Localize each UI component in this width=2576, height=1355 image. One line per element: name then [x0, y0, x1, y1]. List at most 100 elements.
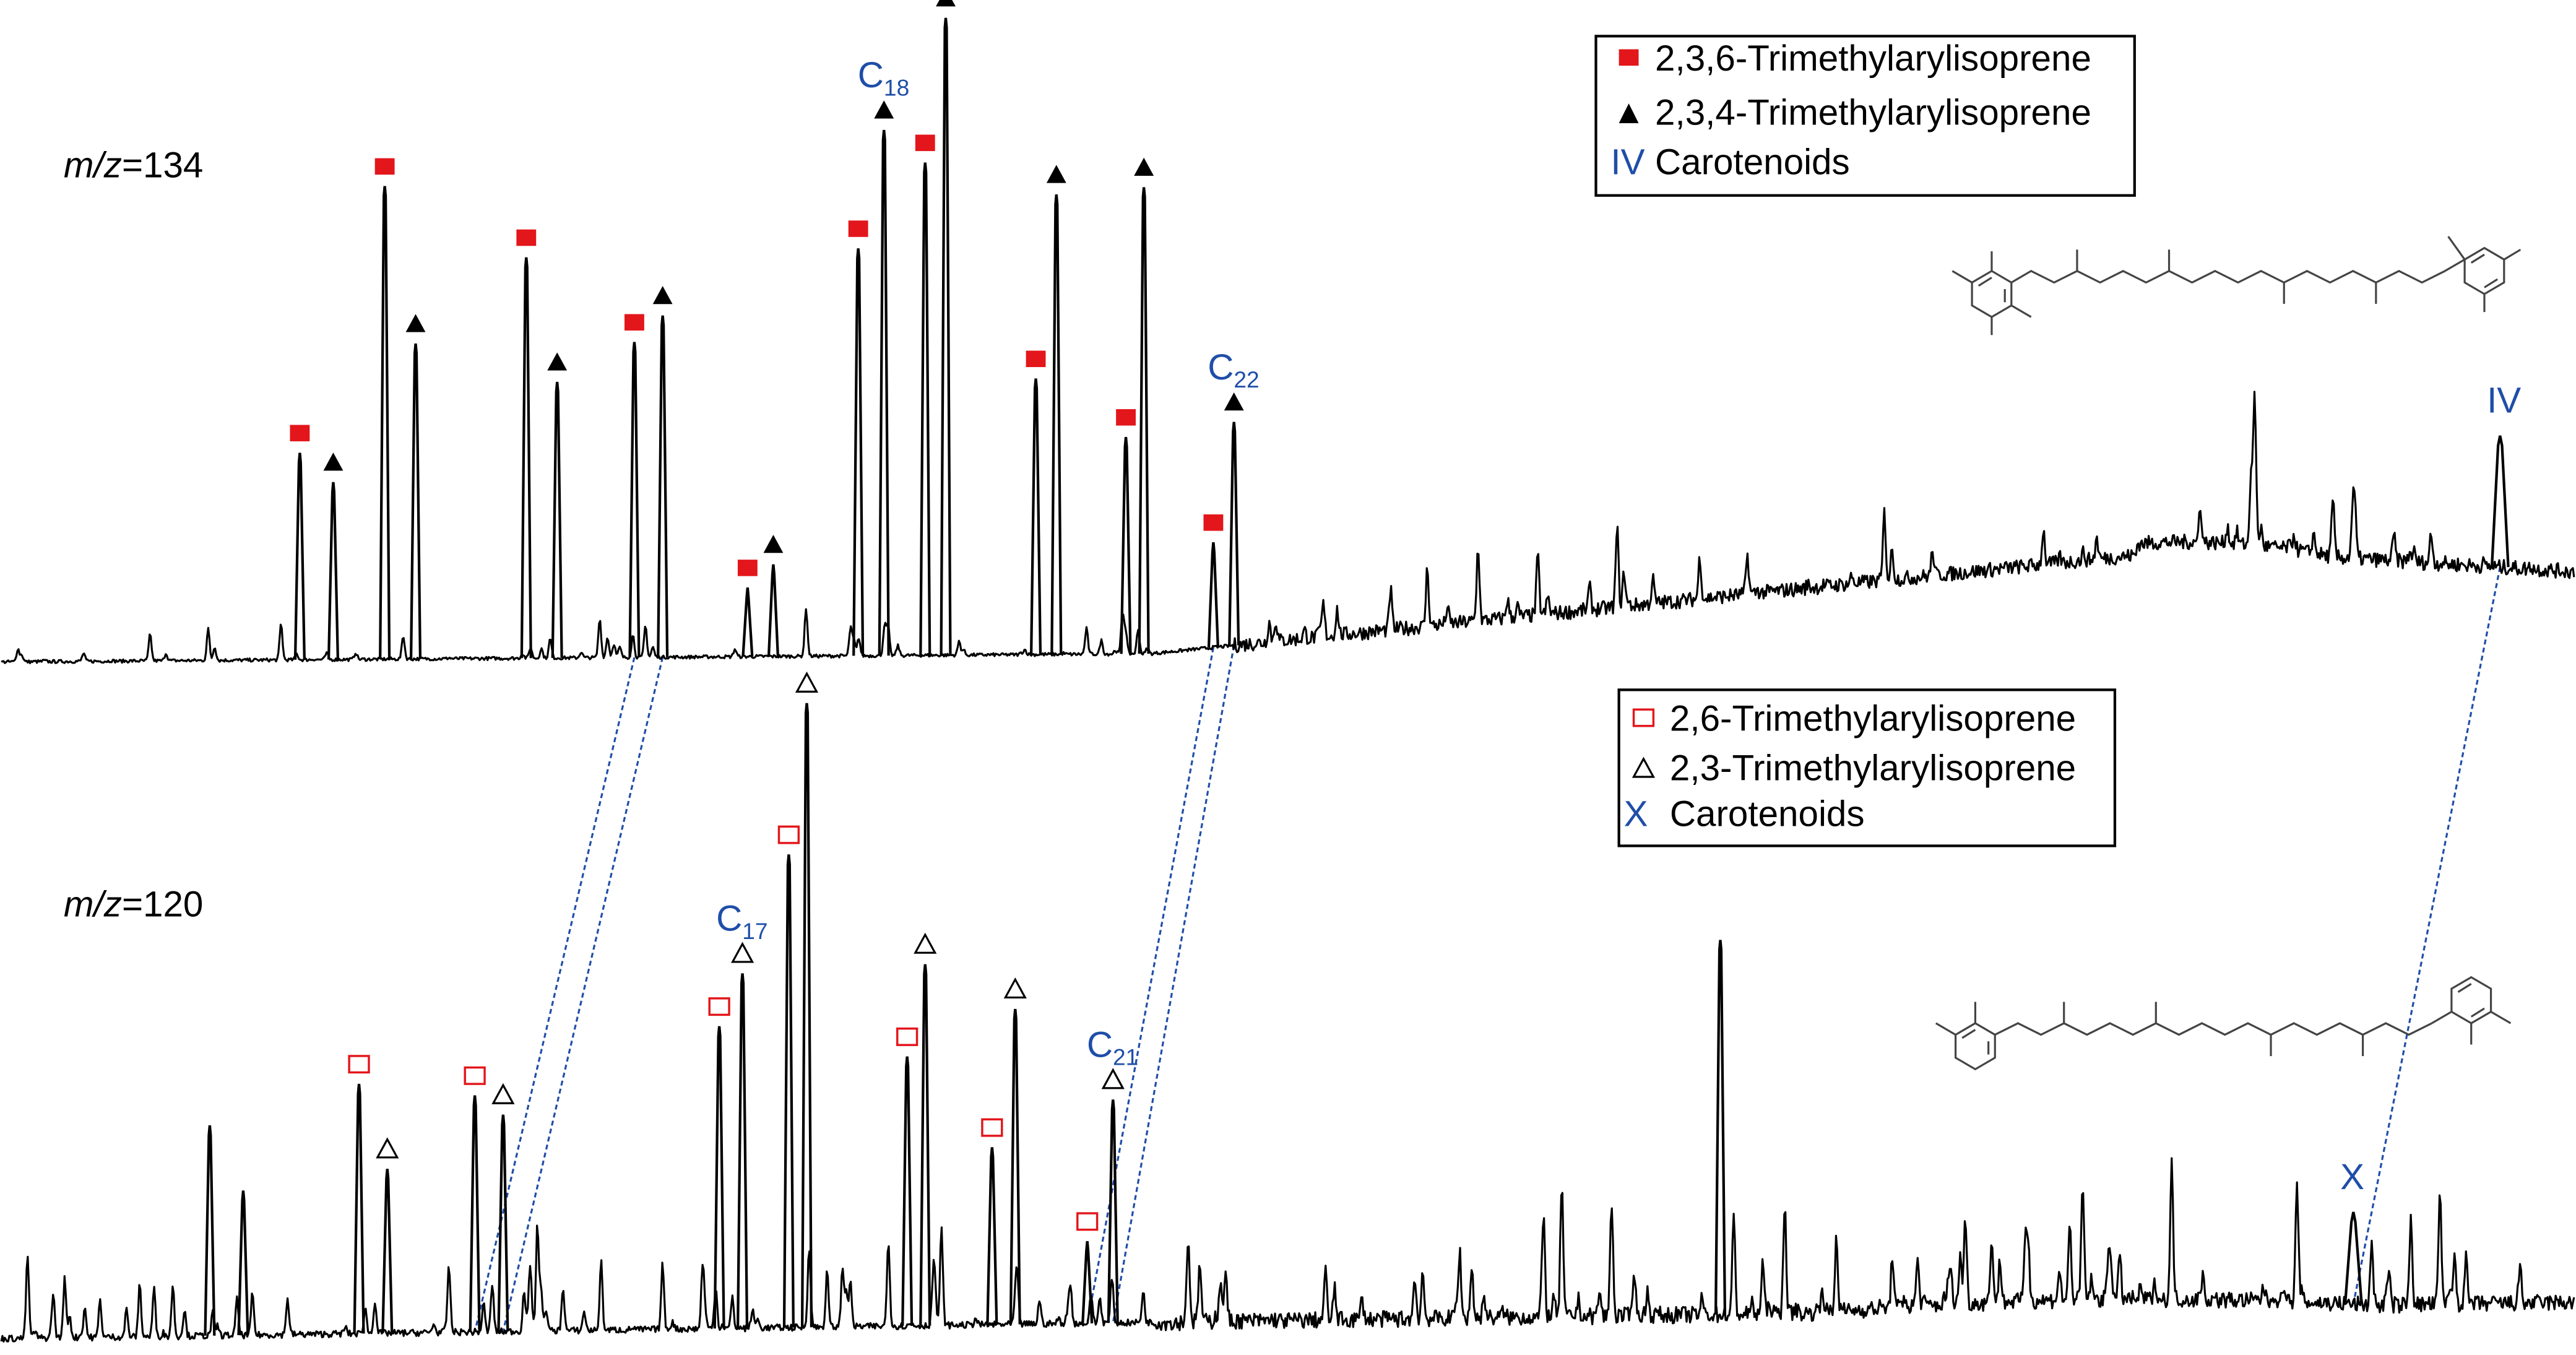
peak	[737, 973, 749, 1328]
peak	[1050, 194, 1063, 655]
correlation-line	[473, 657, 636, 1333]
filled-triangle-marker	[936, 0, 956, 7]
filled-triangle-marker	[1224, 392, 1244, 411]
benzene-ring-left	[1954, 1022, 1996, 1071]
filled-square-marker	[737, 560, 758, 576]
peak-annotation: X	[2340, 1157, 2364, 1197]
peak	[2490, 435, 2510, 568]
peak	[852, 248, 865, 656]
open-square-marker	[708, 997, 730, 1016]
filled-triangle-marker	[405, 314, 426, 332]
peak-annotation: IV	[2487, 381, 2521, 421]
peak	[237, 1190, 249, 1336]
peak-annotation: C22	[1208, 347, 1259, 392]
peak	[919, 964, 931, 1326]
peak	[1029, 378, 1042, 655]
benzene-ring-right	[2444, 246, 2505, 295]
correlation-line	[2352, 566, 2501, 1304]
peak	[379, 186, 391, 659]
peak	[940, 17, 952, 656]
legend-label: 2,3,4-Trimethylarylisoprene	[1655, 93, 2091, 133]
open-square-marker	[464, 1066, 486, 1085]
correlation-line	[1086, 647, 1214, 1324]
filled-triangle-marker	[763, 535, 784, 553]
peak	[551, 381, 563, 658]
filled-triangle-marker	[547, 352, 568, 371]
methyl-groups-right	[2447, 236, 2522, 313]
open-square-marker	[777, 825, 800, 844]
peak	[741, 587, 754, 657]
legend-top: 2,3,6-Trimethylarylisoprene 2,3,4-Trimet…	[1594, 35, 2136, 197]
peak	[469, 1095, 481, 1332]
open-triangle-marker	[795, 671, 819, 693]
peak	[986, 1147, 998, 1325]
panel-label-bottom: m/z=120	[64, 885, 203, 925]
open-triangle-marker	[491, 1083, 515, 1104]
peak	[1009, 1008, 1021, 1325]
peak	[767, 564, 779, 657]
peak	[713, 1026, 725, 1329]
peak	[381, 1169, 394, 1333]
filled-square-marker	[1116, 409, 1136, 426]
filled-square-marker	[848, 220, 868, 237]
methyl-groups-left	[1951, 251, 2032, 336]
filled-triangle-icon	[1619, 103, 1639, 123]
open-square-marker	[1076, 1212, 1099, 1231]
methyl-groups-left	[1935, 1002, 1977, 1036]
peak	[657, 315, 669, 657]
peak	[520, 257, 532, 659]
peak-correlation-lines	[473, 566, 2501, 1333]
benzene-ring-left	[1971, 269, 2013, 318]
peak	[878, 129, 890, 656]
open-triangle-icon	[1632, 756, 1656, 778]
filled-square-marker	[915, 134, 935, 152]
open-triangle-marker	[914, 932, 937, 954]
open-triangle-marker	[376, 1137, 399, 1159]
peak	[353, 1083, 365, 1334]
peak	[1081, 1240, 1094, 1323]
traces	[0, 391, 2575, 1343]
filled-triangle-marker	[652, 286, 673, 305]
peak	[1107, 1099, 1119, 1323]
filled-square-marker	[1203, 514, 1224, 531]
structure-trimethylaryl-isoprenoid-top	[1951, 236, 2522, 336]
peak	[1138, 187, 1150, 654]
peak	[901, 1056, 914, 1326]
legend-label: 2,3,6-Trimethylarylisoprene	[1655, 38, 2091, 79]
filled-square-marker	[1026, 350, 1046, 368]
carotenoid-x-icon: X	[1624, 794, 1648, 834]
open-triangle-marker	[1101, 1068, 1125, 1089]
benzene-ring-right	[2431, 976, 2492, 1024]
methyl-groups-right	[2470, 1011, 2512, 1045]
labeled-peaks	[204, 17, 2510, 1336]
legend-bottom: 2,6-Trimethylarylisoprene 2,3-Trimethyla…	[1617, 688, 2117, 847]
correlation-line	[1112, 645, 1235, 1323]
peak	[1228, 422, 1240, 646]
correlation-line	[502, 657, 664, 1332]
open-triangle-marker	[1003, 977, 1027, 999]
isoprenoid-chain	[1994, 1002, 2432, 1057]
filled-triangle-marker	[1046, 165, 1066, 183]
peak	[497, 1114, 509, 1332]
chromatogram-trace-bottom	[0, 1157, 2575, 1343]
legend-label: Carotenoids	[1655, 142, 1850, 182]
peak	[1120, 436, 1132, 654]
filled-triangle-marker	[874, 100, 894, 119]
filled-square-marker	[290, 425, 310, 441]
legend-label: 2,3-Trimethylarylisoprene	[1670, 748, 2076, 788]
legend-frame	[1594, 35, 2136, 197]
filled-square-marker	[516, 229, 537, 246]
open-square-marker	[348, 1055, 370, 1074]
legend-label: Carotenoids	[1670, 794, 1865, 834]
filled-triangle-marker	[323, 452, 344, 471]
open-triangle-marker	[730, 942, 754, 963]
legend-frame	[1617, 688, 2117, 847]
peak	[800, 703, 813, 1328]
filled-square-marker	[625, 314, 644, 331]
filled-triangle-marker	[1134, 157, 1154, 176]
peak	[782, 854, 795, 1328]
open-square-marker	[981, 1118, 1003, 1137]
peak-annotation: C21	[1087, 1024, 1138, 1070]
peak	[327, 482, 340, 660]
peak	[628, 342, 641, 658]
